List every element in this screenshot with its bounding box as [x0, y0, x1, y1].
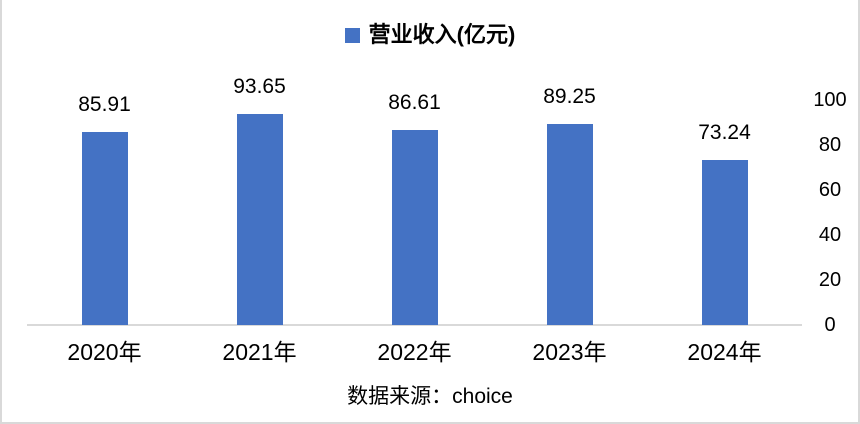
y-axis-tick-label: 0 — [824, 314, 836, 336]
bar-value-label: 89.25 — [543, 85, 596, 108]
bar — [701, 160, 748, 325]
chart-legend: 营业收入(亿元) — [2, 24, 858, 46]
y-axis-tick-label: 100 — [813, 89, 847, 111]
legend-series-label: 营业收入(亿元) — [368, 22, 516, 47]
data-source-caption: 数据来源：choice — [347, 385, 513, 408]
bar — [236, 114, 283, 325]
x-axis-label: 2020年 — [67, 339, 142, 365]
bar — [546, 124, 593, 325]
bar-value-label: 93.65 — [233, 75, 286, 98]
y-axis-tick-label: 20 — [818, 269, 842, 291]
bar-value-label: 73.24 — [698, 121, 751, 144]
legend-marker-icon — [344, 27, 360, 43]
bar — [391, 130, 438, 325]
x-axis-line — [27, 324, 802, 326]
y-axis-tick-label: 80 — [818, 134, 842, 156]
bar — [81, 132, 128, 325]
y-axis-tick-label: 60 — [818, 179, 842, 201]
x-axis-label: 2022年 — [377, 339, 452, 365]
x-axis-label: 2024年 — [687, 339, 762, 365]
bar-value-label: 86.61 — [388, 91, 441, 114]
y-axis-tick-label: 40 — [818, 224, 842, 246]
x-axis-label: 2021年 — [222, 339, 297, 365]
bar-value-label: 85.91 — [78, 93, 131, 116]
x-axis-label: 2023年 — [532, 339, 607, 365]
